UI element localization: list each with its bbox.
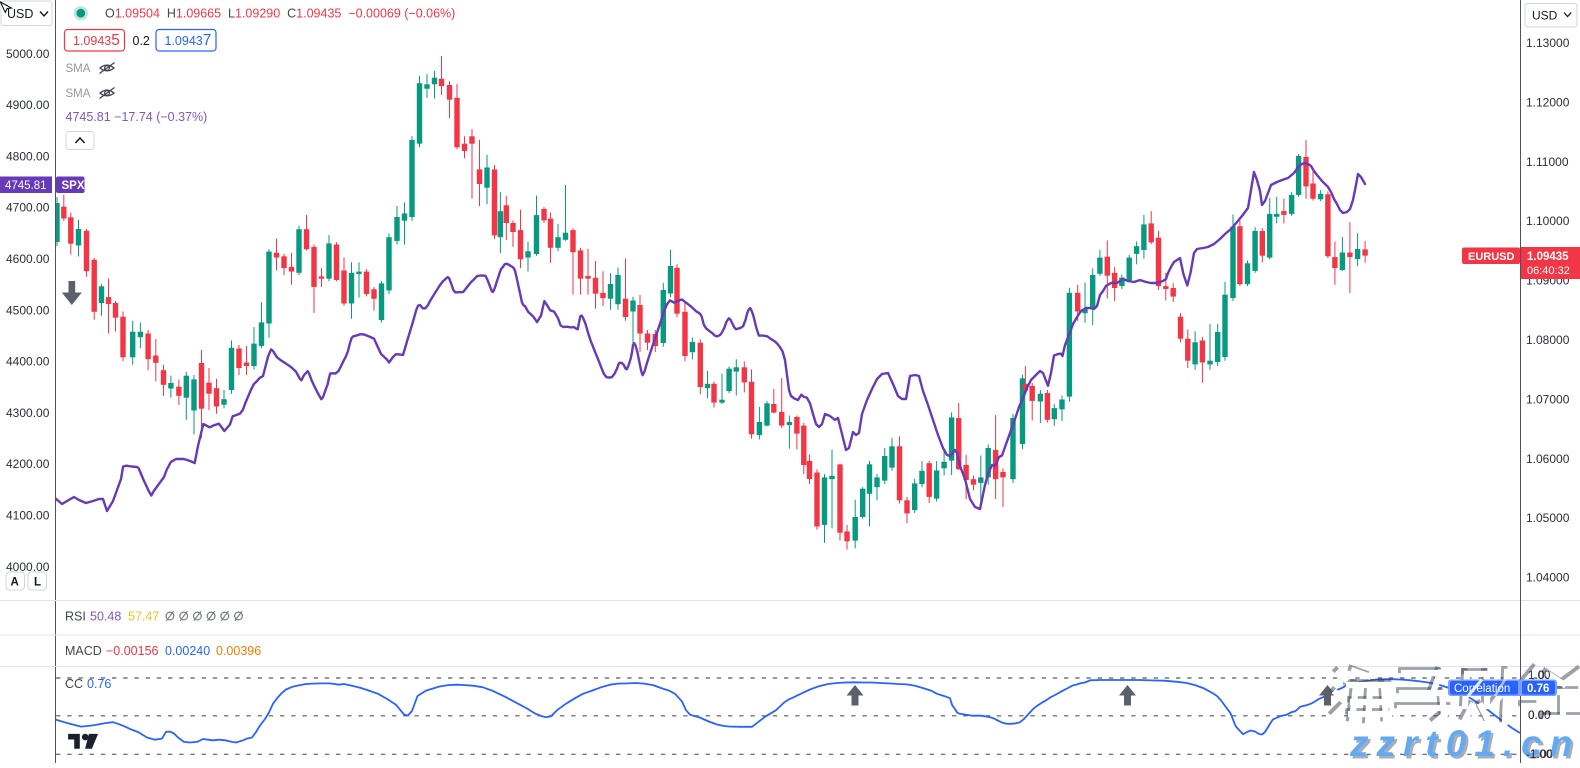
svg-text:1.09435: 1.09435 xyxy=(73,32,120,49)
svg-text:1.04000: 1.04000 xyxy=(1526,571,1570,585)
svg-text:4700.00: 4700.00 xyxy=(6,201,50,215)
svg-text:MACD: MACD xyxy=(65,644,102,658)
svg-text:4300.00: 4300.00 xyxy=(6,406,50,420)
svg-text:4100.00: 4100.00 xyxy=(6,509,50,523)
svg-text:4745.81 −17.74 (−0.37%): 4745.81 −17.74 (−0.37%) xyxy=(66,110,208,124)
svg-text:4500.00: 4500.00 xyxy=(6,303,50,317)
svg-text:4600.00: 4600.00 xyxy=(6,252,50,266)
svg-text:1.09435: 1.09435 xyxy=(1527,251,1569,263)
svg-text:L: L xyxy=(34,577,41,589)
svg-text:4200.00: 4200.00 xyxy=(6,457,50,471)
svg-text:EURUSD: EURUSD xyxy=(1468,251,1515,263)
svg-text:1.08000: 1.08000 xyxy=(1526,333,1570,347)
svg-text:RSI: RSI xyxy=(65,610,86,624)
svg-text:4745.81: 4745.81 xyxy=(5,180,47,192)
svg-text:5000.00: 5000.00 xyxy=(6,47,50,61)
svg-text:06:40:32: 06:40:32 xyxy=(1527,265,1570,277)
svg-text:SPX: SPX xyxy=(62,180,85,192)
svg-text:1.10000: 1.10000 xyxy=(1526,214,1570,228)
svg-text:0.2: 0.2 xyxy=(133,34,150,48)
svg-text:1.09437: 1.09437 xyxy=(165,32,212,49)
svg-text:-1.00: -1.00 xyxy=(1526,749,1552,761)
svg-text:CC: CC xyxy=(65,677,83,691)
svg-text:1.06000: 1.06000 xyxy=(1526,452,1570,466)
svg-text:50.48: 50.48 xyxy=(90,610,121,624)
svg-text:4800.00: 4800.00 xyxy=(6,149,50,163)
svg-text:1.12000: 1.12000 xyxy=(1526,95,1570,109)
svg-text:0.76: 0.76 xyxy=(1527,683,1549,695)
svg-text:−0.00156: −0.00156 xyxy=(106,644,159,658)
svg-text:USD: USD xyxy=(7,7,33,21)
svg-text:0.00240: 0.00240 xyxy=(165,644,210,658)
svg-text:0.00396: 0.00396 xyxy=(216,644,261,658)
svg-text:1.05000: 1.05000 xyxy=(1526,511,1570,525)
svg-text:A: A xyxy=(11,577,19,589)
svg-text:1.11000: 1.11000 xyxy=(1526,155,1569,169)
svg-text:0.00: 0.00 xyxy=(1528,710,1550,722)
svg-text:1.13000: 1.13000 xyxy=(1526,36,1570,50)
svg-text:SMA: SMA xyxy=(66,63,91,75)
svg-text:57.47: 57.47 xyxy=(128,610,159,624)
svg-text:0.76: 0.76 xyxy=(87,677,111,691)
svg-text:1.07000: 1.07000 xyxy=(1526,392,1570,406)
svg-text:SMA: SMA xyxy=(66,88,91,100)
svg-text:4900.00: 4900.00 xyxy=(6,98,50,112)
svg-text:USD: USD xyxy=(1532,9,1558,23)
svg-text:O1.09504 H1.09665 L1.09290: O1.09504 H1.09665 L1.09290 C1.09435 −0.0… xyxy=(105,7,455,21)
svg-text:4400.00: 4400.00 xyxy=(6,355,50,369)
